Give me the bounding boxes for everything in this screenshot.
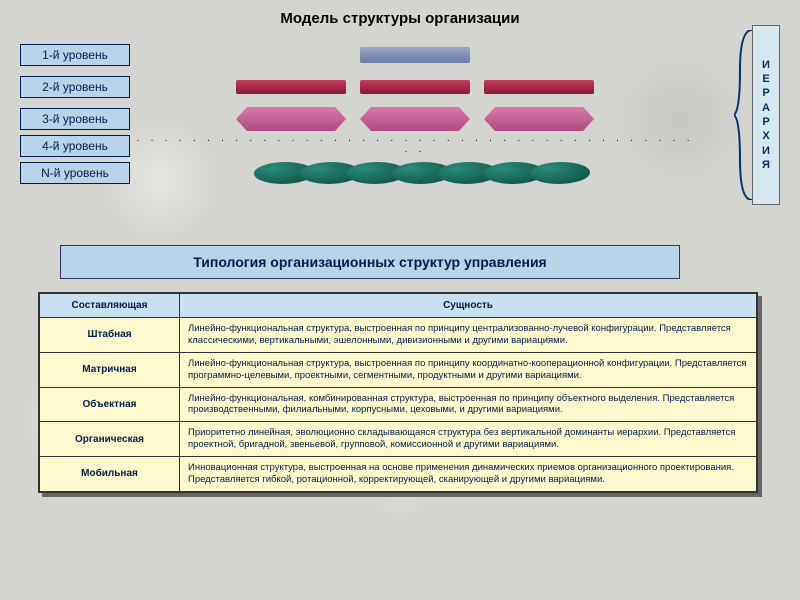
table-cell-name: Штабная (40, 318, 180, 353)
subtitle: Типология организационных структур управ… (60, 245, 680, 279)
table-row: МобильнаяИнновационная структура, выстро… (40, 457, 757, 492)
level-shapes (130, 107, 700, 131)
level-row: 2-й уровень (20, 72, 700, 102)
bar2-shape (484, 80, 594, 94)
level-shapes (130, 162, 700, 184)
level-shapes: · · · · · · · · · · · · · · · · · · · · … (130, 135, 700, 157)
hierarchy-vertical-label: ИЕРАРХИЯ (752, 25, 780, 205)
level-row: 1-й уровень (20, 40, 700, 70)
table-row: ОрганическаяПриоритетно линейная, эволюц… (40, 422, 757, 457)
table-header-component: Составляющая (40, 294, 180, 318)
table-cell-desc: Линейно-функциональная структура, выстро… (180, 318, 757, 353)
table-row: ОбъектнаяЛинейно-функциональная, комбини… (40, 387, 757, 422)
table-header-essence: Сущность (180, 294, 757, 318)
level-row: N-й уровень (20, 158, 700, 188)
table-cell-name: Мобильная (40, 457, 180, 492)
blob-shape (528, 162, 591, 184)
main-title: Модель структуры организации (0, 0, 800, 33)
table-cell-name: Органическая (40, 422, 180, 457)
level-badge: 3-й уровень (20, 108, 130, 130)
table-cell-desc: Приоритетно линейная, эволюционно склады… (180, 422, 757, 457)
level-badge: N-й уровень (20, 162, 130, 184)
table-cell-desc: Линейно-функциональная, комбинированная … (180, 387, 757, 422)
level-badge: 2-й уровень (20, 76, 130, 98)
level-row: 4-й уровень· · · · · · · · · · · · · · ·… (20, 136, 700, 156)
level-shapes (130, 80, 700, 94)
typology-table: Составляющая Сущность ШтабнаяЛинейно-фун… (38, 292, 758, 493)
rhomb-shape (236, 107, 346, 131)
bar2-shape (360, 80, 470, 94)
bar1-shape (360, 47, 470, 63)
level-row: 3-й уровень (20, 104, 700, 134)
level-badge: 1-й уровень (20, 44, 130, 66)
level-badge: 4-й уровень (20, 135, 130, 157)
table-cell-name: Объектная (40, 387, 180, 422)
table-cell-desc: Инновационная структура, выстроенная на … (180, 457, 757, 492)
levels-diagram: 1-й уровень 2-й уровень 3-й уровень 4-й уро… (20, 40, 700, 190)
hierarchy-bracket (734, 30, 752, 200)
table-row: ШтабнаяЛинейно-функциональная структура,… (40, 318, 757, 353)
table-row: МатричнаяЛинейно-функциональная структур… (40, 352, 757, 387)
table-cell-name: Матричная (40, 352, 180, 387)
rhomb-shape (484, 107, 594, 131)
table-cell-desc: Линейно-функциональная структура, выстро… (180, 352, 757, 387)
rhomb-shape (360, 107, 470, 131)
level-shapes (130, 47, 700, 63)
bar2-shape (236, 80, 346, 94)
